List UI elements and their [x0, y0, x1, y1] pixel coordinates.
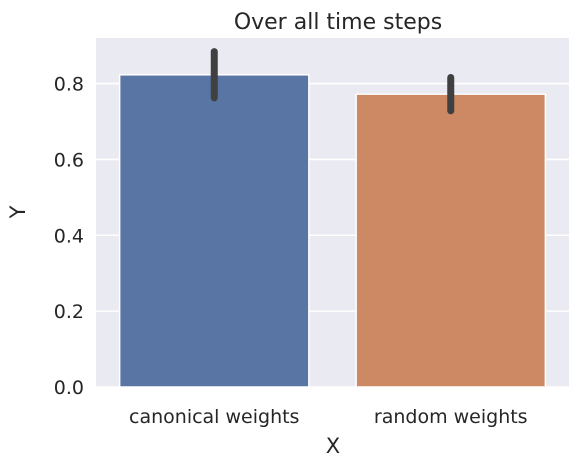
y-tick-label: 0.8 — [54, 74, 84, 96]
y-tick-label: 0.6 — [54, 149, 84, 171]
y-tick-labels: 0.0 0.2 0.4 0.6 0.8 — [54, 74, 84, 399]
y-tick-label: 0.4 — [54, 225, 84, 247]
x-category-labels: canonical weights random weights — [129, 406, 528, 428]
y-tick-label: 0.2 — [54, 301, 84, 323]
y-tick-label: 0.0 — [54, 377, 84, 399]
x-axis-label: X — [326, 434, 340, 458]
error-bars — [210, 48, 455, 115]
x-category-label: canonical weights — [129, 406, 299, 428]
bar-0 — [118, 74, 310, 388]
bars — [118, 74, 547, 388]
chart-title: Over all time steps — [234, 10, 442, 35]
x-category-label: random weights — [374, 406, 528, 428]
bar-1 — [355, 93, 547, 388]
y-axis-label: Y — [6, 205, 30, 219]
